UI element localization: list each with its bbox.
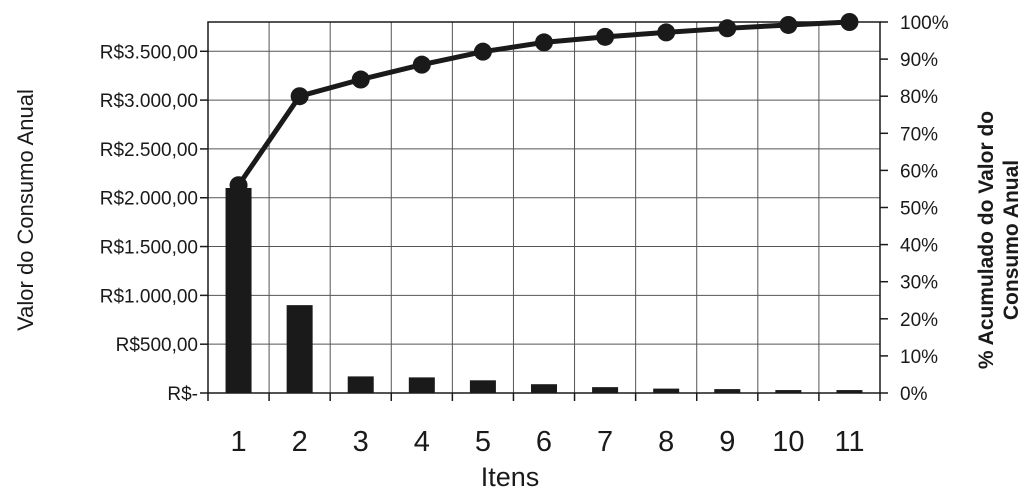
y2-tick-label: 0% — [900, 384, 928, 405]
y2-tick-label: 10% — [900, 347, 938, 368]
x-tick-label: 6 — [536, 426, 552, 458]
line-point — [351, 70, 370, 89]
x-axis-tick-labels: 1 2 3 4 5 6 7 8 9 10 11 — [207, 393, 881, 458]
grid-lines — [208, 22, 880, 394]
line-point — [596, 27, 615, 46]
y-axis-title: Valor do Consumo Anual — [13, 89, 38, 331]
bar — [836, 390, 863, 393]
right-axis-tick-labels: 0% 10% 20% 30% 40% 50% 60% 70% 80% 90% 100% — [900, 13, 949, 405]
line-point — [657, 23, 676, 42]
y2-tick-label: 20% — [900, 310, 938, 331]
x-tick-label: 2 — [292, 426, 308, 458]
y2-tick-label: 100% — [900, 13, 949, 34]
bar — [714, 389, 741, 393]
bar — [531, 384, 557, 393]
left-axis-ticks — [200, 50, 208, 394]
line-point — [229, 176, 248, 195]
line-point — [290, 87, 309, 106]
line-point — [779, 15, 798, 34]
x-tick-label: 11 — [834, 426, 864, 458]
left-axis-tick-labels: R$- R$500,00 R$1.000,00 R$1.500,00 R$2.000,0… — [100, 42, 198, 405]
y2-tick-label: 60% — [900, 161, 938, 182]
bar — [408, 377, 435, 393]
bar — [286, 305, 313, 393]
x-tick-label: 10 — [772, 426, 804, 458]
y-tick-label: R$3.000,00 — [100, 91, 198, 112]
x-tick-label: 4 — [414, 426, 430, 458]
y-tick-label: R$1.000,00 — [100, 286, 198, 307]
x-tick-label: 7 — [597, 426, 613, 458]
cumulative-line-series — [229, 13, 859, 195]
y-tick-label: R$- — [167, 384, 198, 405]
x-tick-label: 9 — [719, 426, 735, 458]
x-axis-title: Itens — [481, 462, 540, 490]
y2-tick-label: 30% — [900, 273, 938, 294]
y2-tick-label: 50% — [900, 199, 938, 220]
bar — [225, 187, 252, 393]
line-point — [718, 19, 737, 38]
y-tick-label: R$2.000,00 — [100, 189, 198, 210]
bar — [592, 387, 619, 393]
y2-tick-label: 90% — [900, 50, 938, 71]
y2-tick-label: 40% — [900, 236, 938, 257]
y2-tick-label: 70% — [900, 124, 938, 145]
x-tick-label: 5 — [475, 426, 491, 458]
y2-axis-title-line1: % Acumulado do Valor do — [975, 111, 998, 369]
y-tick-label: R$3.500,00 — [100, 42, 198, 63]
line-point — [473, 42, 492, 61]
y-tick-label: R$2.500,00 — [100, 140, 198, 161]
bar — [775, 390, 802, 393]
x-tick-label: 1 — [230, 426, 246, 458]
bar — [347, 376, 374, 393]
y-tick-label: R$1.500,00 — [100, 238, 198, 259]
y-tick-label: R$500,00 — [116, 335, 198, 356]
line-point — [412, 55, 431, 74]
right-axis-ticks — [880, 21, 888, 394]
line-point — [535, 33, 553, 52]
x-tick-label: 3 — [353, 426, 369, 458]
x-tick-label: 8 — [658, 426, 674, 458]
y2-tick-label: 80% — [900, 87, 938, 108]
bar — [653, 388, 680, 393]
bar — [469, 380, 496, 393]
y2-axis-title-line2: Consumo Anual — [1000, 160, 1023, 320]
bar-series — [225, 187, 863, 393]
